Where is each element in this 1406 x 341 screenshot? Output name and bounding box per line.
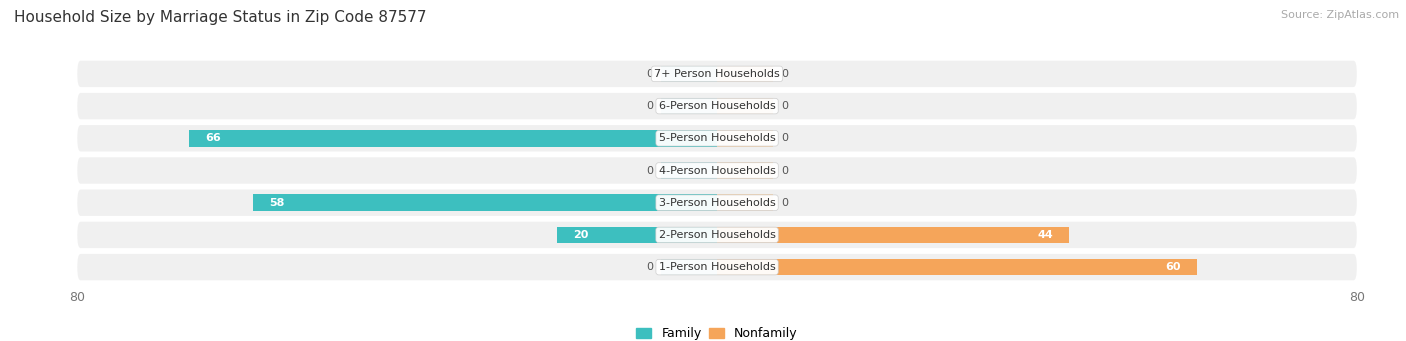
Text: 0: 0	[782, 165, 787, 176]
Text: 7+ Person Households: 7+ Person Households	[654, 69, 780, 79]
FancyBboxPatch shape	[77, 254, 1357, 280]
FancyBboxPatch shape	[77, 61, 1357, 87]
Bar	[717, 130, 773, 147]
Text: 0: 0	[782, 198, 787, 208]
Text: 6-Person Households: 6-Person Households	[658, 101, 776, 111]
Text: 0: 0	[647, 69, 654, 79]
Text: 1-Person Households: 1-Person Households	[658, 262, 776, 272]
FancyBboxPatch shape	[77, 190, 1357, 216]
Text: Household Size by Marriage Status in Zip Code 87577: Household Size by Marriage Status in Zip…	[14, 10, 426, 25]
Text: 4-Person Households: 4-Person Households	[658, 165, 776, 176]
Bar	[557, 226, 717, 243]
Bar	[661, 162, 717, 179]
Bar	[661, 98, 717, 115]
Bar	[717, 259, 1197, 276]
Text: 66: 66	[205, 133, 221, 143]
Text: 5-Person Households: 5-Person Households	[658, 133, 776, 143]
FancyBboxPatch shape	[77, 157, 1357, 184]
Text: 60: 60	[1166, 262, 1181, 272]
Bar	[717, 194, 773, 211]
Bar	[717, 226, 1069, 243]
Text: 0: 0	[782, 69, 787, 79]
Legend: Family, Nonfamily: Family, Nonfamily	[631, 322, 803, 341]
Text: 3-Person Households: 3-Person Households	[658, 198, 776, 208]
FancyBboxPatch shape	[77, 93, 1357, 119]
Text: 0: 0	[647, 165, 654, 176]
Bar	[717, 162, 773, 179]
Text: 20: 20	[574, 230, 589, 240]
Text: 2-Person Households: 2-Person Households	[658, 230, 776, 240]
Bar	[717, 98, 773, 115]
Bar	[253, 194, 717, 211]
Text: Source: ZipAtlas.com: Source: ZipAtlas.com	[1281, 10, 1399, 20]
Bar	[190, 130, 717, 147]
Text: 0: 0	[782, 133, 787, 143]
Bar	[661, 65, 717, 82]
Text: 44: 44	[1038, 230, 1053, 240]
Text: 0: 0	[782, 101, 787, 111]
Bar	[717, 65, 773, 82]
Text: 0: 0	[647, 101, 654, 111]
Text: 58: 58	[270, 198, 284, 208]
Text: 0: 0	[647, 262, 654, 272]
FancyBboxPatch shape	[77, 125, 1357, 151]
FancyBboxPatch shape	[77, 222, 1357, 248]
Bar	[661, 259, 717, 276]
